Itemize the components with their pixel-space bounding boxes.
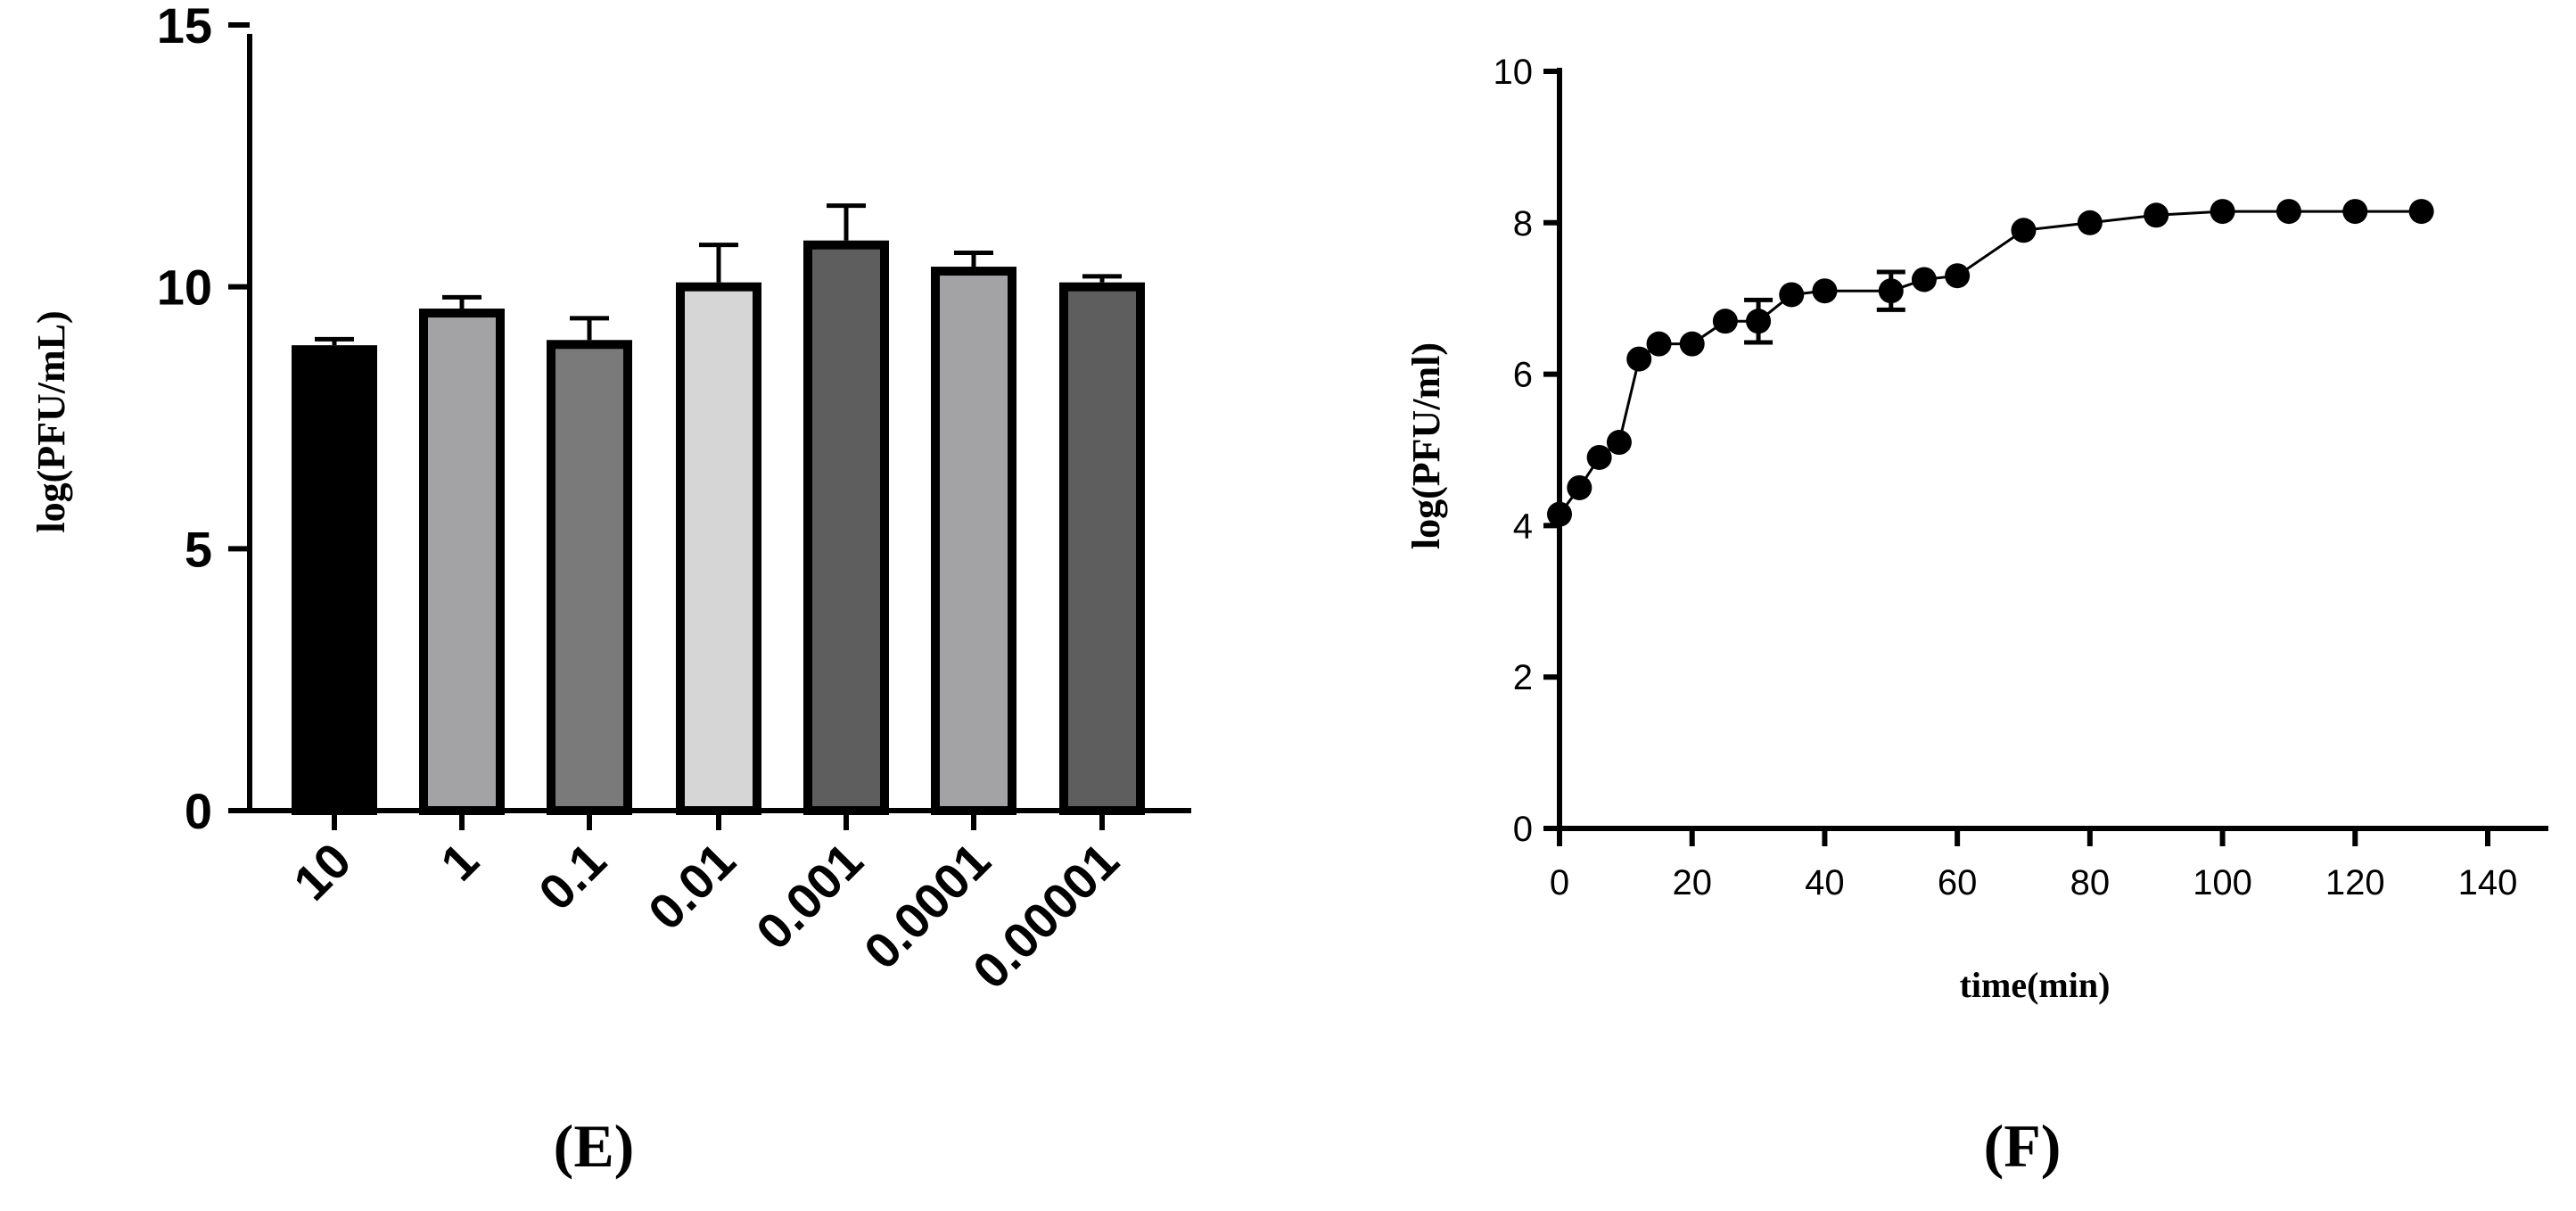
f-x-tick-label: 100 xyxy=(2193,863,2252,902)
e-panel-label: (E) xyxy=(554,1112,635,1180)
e-x-tick-label: 1 xyxy=(430,832,490,892)
f-x-tick-label: 80 xyxy=(2070,863,2111,902)
e-y-axis-label: log(PFU/mL) xyxy=(29,310,73,532)
f-x-tick-label: 140 xyxy=(2458,863,2518,902)
f-data-points xyxy=(1547,199,2434,527)
f-x-tick-label: 40 xyxy=(1805,863,1845,902)
e-bar xyxy=(419,309,505,815)
f-y-axis-ticks: 0 2 4 6 8 10 xyxy=(1494,53,1560,849)
f-data-point xyxy=(1712,309,1738,334)
f-y-axis-label: log(PFU/ml) xyxy=(1404,342,1448,549)
f-data-point xyxy=(2011,218,2037,243)
f-x-tick-label: 0 xyxy=(1550,863,1569,902)
f-series-line xyxy=(1558,210,2422,515)
e-bar xyxy=(676,282,761,815)
f-data-point xyxy=(1586,444,1612,470)
e-y-axis-ticks: 0 5 10 15 xyxy=(157,0,250,839)
f-data-point xyxy=(1878,278,1904,304)
e-y-tick-label: 5 xyxy=(185,521,212,577)
f-x-axis-ticks: 0 20 40 60 80 100 120 140 xyxy=(1550,828,2518,902)
f-data-point xyxy=(1646,331,1672,357)
e-bar xyxy=(931,267,1016,815)
f-panel-label: (F) xyxy=(1984,1112,2062,1180)
f-data-point xyxy=(1945,263,1971,289)
e-x-tick-label: 0.00001 xyxy=(962,832,1130,1000)
e-bar xyxy=(1059,282,1145,815)
f-data-point xyxy=(2408,199,2434,225)
f-data-point xyxy=(1812,278,1838,304)
e-y-tick-label: 15 xyxy=(157,0,212,54)
e-bar xyxy=(292,345,377,815)
f-data-point xyxy=(1746,309,1772,334)
f-x-tick-label: 120 xyxy=(2325,863,2385,902)
e-bars xyxy=(292,203,1145,816)
e-bar xyxy=(803,240,889,815)
f-data-point xyxy=(1626,346,1652,372)
e-y-tick-label: 0 xyxy=(185,783,212,839)
e-x-tick-label: 10 xyxy=(283,832,362,911)
f-x-tick-label: 20 xyxy=(1672,863,1712,902)
f-y-tick-label: 0 xyxy=(1513,810,1533,849)
f-data-point xyxy=(2342,199,2368,225)
f-y-tick-label: 10 xyxy=(1494,53,1534,92)
f-y-tick-label: 4 xyxy=(1513,507,1533,546)
f-y-tick-label: 8 xyxy=(1513,204,1533,243)
f-data-point xyxy=(2077,210,2103,235)
f-x-tick-label: 60 xyxy=(1938,863,1978,902)
f-data-point xyxy=(2276,199,2301,225)
f-y-tick-label: 6 xyxy=(1513,356,1533,395)
f-data-point xyxy=(1679,331,1705,357)
e-x-tick-label: 0.1 xyxy=(528,832,617,921)
f-data-point xyxy=(2144,202,2169,228)
f-y-tick-label: 2 xyxy=(1513,658,1533,697)
f-data-point xyxy=(1606,430,1632,456)
f-data-point xyxy=(2210,199,2235,225)
e-bar xyxy=(547,340,632,816)
f-data-point xyxy=(1547,501,1572,527)
f-data-point xyxy=(1567,474,1593,500)
e-x-tick-label: 0.01 xyxy=(638,832,746,941)
f-x-axis-label: time(min) xyxy=(1960,965,2111,1005)
f-data-point xyxy=(1779,282,1805,308)
e-y-tick-label: 10 xyxy=(157,260,212,316)
chart-f: 0 2 4 6 8 10 0 20 40 60 80 100 120 140 log(PFU/ml) t… xyxy=(1404,53,2548,1180)
f-data-point xyxy=(1911,267,1937,292)
